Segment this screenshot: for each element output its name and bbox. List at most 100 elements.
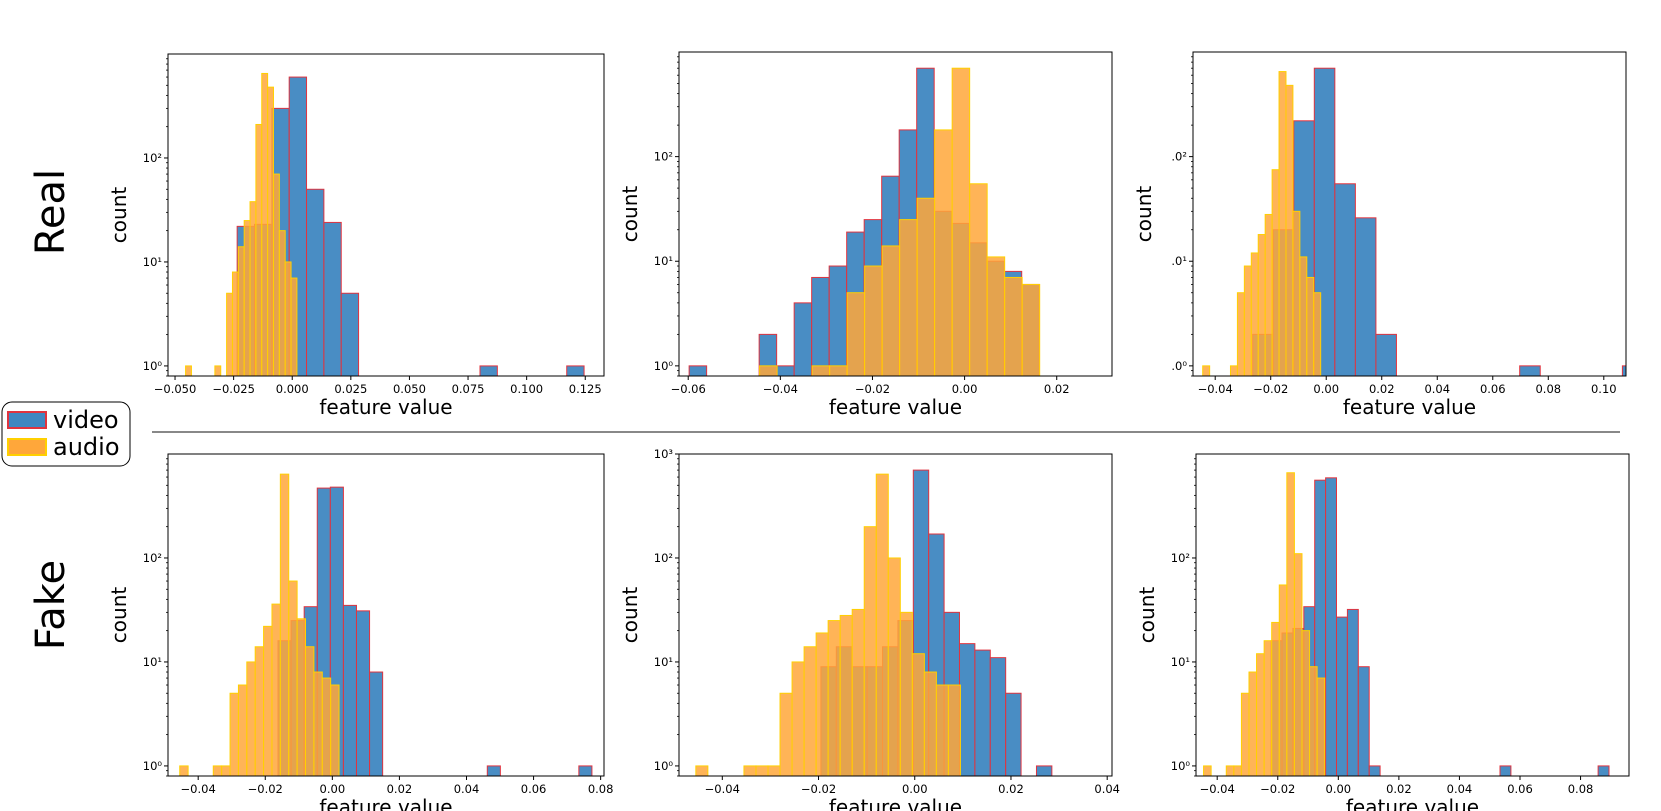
audio-bar xyxy=(851,608,865,776)
x-axis-label: feature value xyxy=(829,795,962,811)
x-tick-label: 0.04 xyxy=(1094,782,1120,796)
audio-bar xyxy=(237,684,248,776)
audio-bar xyxy=(221,765,231,776)
y-tick-label: 10¹ xyxy=(654,655,673,669)
video-bar xyxy=(989,657,1007,776)
video-bar xyxy=(1336,616,1348,776)
x-axis-label: feature value xyxy=(319,795,452,811)
audio-bar xyxy=(911,653,925,776)
audio-bar xyxy=(1021,283,1041,376)
x-tick-label: 0.00 xyxy=(320,782,346,796)
x-tick-label: −0.050 xyxy=(154,382,197,396)
histogram-panel-fake-2: −0.04 −0.02 0.00 0.02 0.04 10⁰ 10¹ 10² 10³ featur… xyxy=(618,447,1120,811)
audio-bar xyxy=(1309,666,1318,776)
audio-bar xyxy=(1299,256,1308,376)
audio-bar xyxy=(261,72,269,376)
x-tick-label: −0.02 xyxy=(801,782,836,796)
x-tick-label: −0.06 xyxy=(671,382,706,396)
x-tick-label: 0.10 xyxy=(1591,382,1617,396)
audio-bar xyxy=(839,614,853,776)
axes-frame xyxy=(167,453,605,777)
y-tick-label: 10² xyxy=(143,551,162,565)
y-tick-label: .0⁰ xyxy=(1171,359,1187,373)
audio-bar xyxy=(1004,276,1023,376)
y-axis-label: count xyxy=(618,587,642,644)
bars-group xyxy=(179,473,593,776)
x-tick-label: 0.08 xyxy=(1535,382,1561,396)
histogram-panel-fake-3: −0.04 −0.02 0.00 0.02 0.04 0.06 0.08 10⁰ 10¹ 10² f… xyxy=(1135,453,1630,811)
audio-bar xyxy=(278,230,286,376)
video-bar xyxy=(355,610,371,776)
audio-bar xyxy=(1264,213,1273,376)
video-bar xyxy=(323,221,342,376)
audio-bar xyxy=(1257,234,1266,376)
y-tick-label: 10⁰ xyxy=(143,759,163,773)
audio-bar xyxy=(1225,765,1235,776)
x-tick-label: 0.04 xyxy=(1424,382,1450,396)
video-bar xyxy=(1375,333,1397,376)
video-bar xyxy=(1354,217,1377,376)
audio-bar xyxy=(237,246,245,376)
audio-bar xyxy=(249,201,257,376)
audio-bar xyxy=(934,129,953,376)
audio-bar xyxy=(1256,653,1265,776)
video-bar xyxy=(566,365,585,376)
audio-bar xyxy=(779,692,793,776)
audio-bar xyxy=(1286,472,1295,776)
x-tick-label: 0.000 xyxy=(276,382,309,396)
audio-bar xyxy=(263,625,273,776)
audio-bar xyxy=(214,365,222,376)
audio-bar xyxy=(1293,553,1303,776)
x-tick-label: 0.02 xyxy=(1369,382,1395,396)
x-axis-label: feature value xyxy=(1346,795,1479,811)
audio-bar xyxy=(212,765,223,776)
audio-bar xyxy=(284,261,292,376)
y-tick-label: 10³ xyxy=(654,447,674,461)
row-label-fake: Fake xyxy=(28,560,74,650)
audio-bar xyxy=(1236,292,1245,376)
axes-frame xyxy=(1192,51,1627,377)
x-tick-label: −0.025 xyxy=(212,382,255,396)
audio-bar xyxy=(986,256,1006,376)
histogram-panel-fake-1: −0.04 −0.02 0.00 0.02 0.04 0.06 0.08 10⁰ 10¹ 10² f… xyxy=(107,453,614,811)
audio-bar xyxy=(1271,621,1280,776)
audio-bar xyxy=(899,611,913,776)
x-axis-label: feature value xyxy=(319,395,452,419)
bars-group xyxy=(1202,67,1626,376)
audio-bar xyxy=(226,292,233,376)
x-tick-label: −0.04 xyxy=(705,782,740,796)
audio-bar xyxy=(1316,677,1326,776)
audio-bar xyxy=(1301,630,1311,776)
x-tick-label: 0.02 xyxy=(998,782,1024,796)
video-bar xyxy=(1334,183,1356,376)
video-bar xyxy=(958,643,976,776)
audio-bar xyxy=(288,580,298,776)
x-tick-label: 0.08 xyxy=(588,782,614,796)
video-bar xyxy=(1005,692,1022,776)
video-bar xyxy=(1519,365,1541,376)
y-tick-label: 10² xyxy=(143,151,162,165)
x-tick-label: −0.04 xyxy=(1200,782,1235,796)
audio-bar xyxy=(863,526,877,776)
x-tick-label: 0.02 xyxy=(1386,782,1412,796)
audio-bar xyxy=(185,365,192,376)
audio-bar xyxy=(1240,692,1250,776)
histogram-panel-real-1: −0.050 −0.025 0.000 0.025 0.050 0.075 0.100 0.1… xyxy=(107,53,605,419)
y-tick-label: 10² xyxy=(654,150,673,164)
video-bar xyxy=(578,765,593,776)
audio-bar xyxy=(767,765,781,776)
axes-frame xyxy=(1195,453,1630,777)
video-bar xyxy=(776,365,795,376)
audio-bar xyxy=(246,661,256,776)
audio-bar xyxy=(271,603,281,776)
row-label-real: Real xyxy=(28,169,74,255)
video-bar xyxy=(340,292,360,376)
audio-bar xyxy=(296,618,306,776)
audio-bar xyxy=(279,473,290,776)
video-bar xyxy=(828,265,848,376)
video-bar xyxy=(1621,365,1626,376)
bars-group xyxy=(688,67,1041,376)
audio-bar xyxy=(846,292,866,376)
audio-bar xyxy=(1250,252,1259,376)
x-tick-label: 0.06 xyxy=(1480,382,1506,396)
